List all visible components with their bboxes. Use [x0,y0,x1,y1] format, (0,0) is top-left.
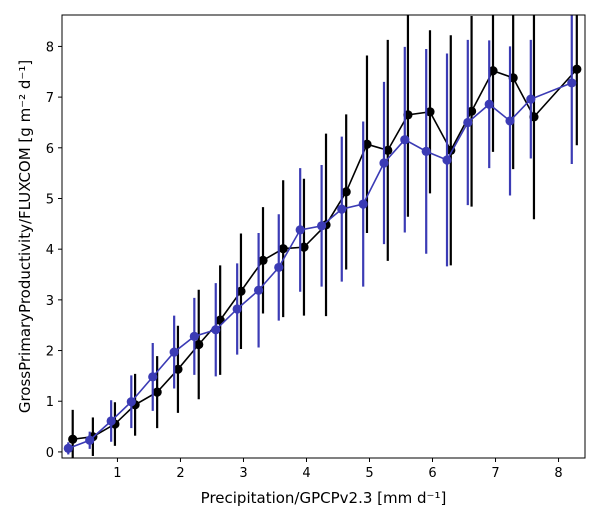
data-point [317,221,327,231]
data-point [211,325,221,335]
data-point [278,244,288,254]
data-point [421,146,431,156]
data-point [194,339,204,350]
y-tick-label: 5 [46,192,54,207]
data-point [337,204,347,214]
data-point [152,387,162,397]
data-point [341,187,351,197]
x-tick-label: 4 [302,466,310,481]
data-point [169,347,179,357]
data-point [68,434,78,444]
data-point [379,158,389,168]
data-point [425,107,435,117]
series-line [72,68,578,441]
y-tick-label: 4 [46,243,54,258]
data-point [488,66,498,76]
y-tick-label: 2 [46,345,54,360]
data-point [232,304,242,314]
data-point [148,372,158,382]
plot-frame [61,14,586,459]
data-point [463,117,473,128]
y-tick-label: 7 [46,91,54,106]
data-point [299,242,309,252]
data-point [63,443,73,453]
y-tick-label: 6 [46,142,54,157]
series-layer [63,15,582,458]
x-axis: 1 2 3 4 5 6 7 8 [113,458,563,481]
series-line [68,82,573,450]
x-tick-label: 2 [176,466,184,481]
data-point [258,255,268,265]
data-point [358,199,368,209]
x-tick-label: 1 [113,466,121,481]
series-0 [68,15,582,458]
series-1 [63,15,577,455]
x-axis-label: Precipitation/GPCPv2.3 [mm d⁻¹] [201,489,447,507]
data-point [400,135,410,145]
data-point [253,285,264,295]
data-point [442,155,452,165]
y-tick-label: 8 [46,40,54,55]
x-tick-label: 5 [365,466,373,481]
data-point [295,225,305,235]
data-point [362,139,372,149]
data-point [567,78,577,88]
data-point [484,99,494,109]
y-tick-label: 0 [46,446,54,461]
data-point [106,416,116,426]
data-point [274,262,284,273]
data-point [126,397,136,407]
y-axis: 0 1 2 3 4 5 6 7 8 [46,40,62,461]
data-point [505,116,515,126]
data-point [85,435,95,445]
x-tick-label: 8 [554,466,562,481]
y-tick-label: 1 [46,395,54,410]
data-point [383,145,393,155]
data-point [173,364,183,374]
x-tick-label: 3 [239,466,247,481]
x-tick-label: 7 [491,466,499,481]
x-tick-label: 6 [428,466,436,481]
y-tick-label: 3 [46,294,54,309]
data-point [236,286,246,296]
data-point [526,94,536,104]
data-point [189,331,199,341]
data-point [572,64,582,74]
y-axis-label: GrossPrimaryProductivity/FLUXCOM [g m⁻² … [16,60,34,413]
data-point [466,106,477,116]
